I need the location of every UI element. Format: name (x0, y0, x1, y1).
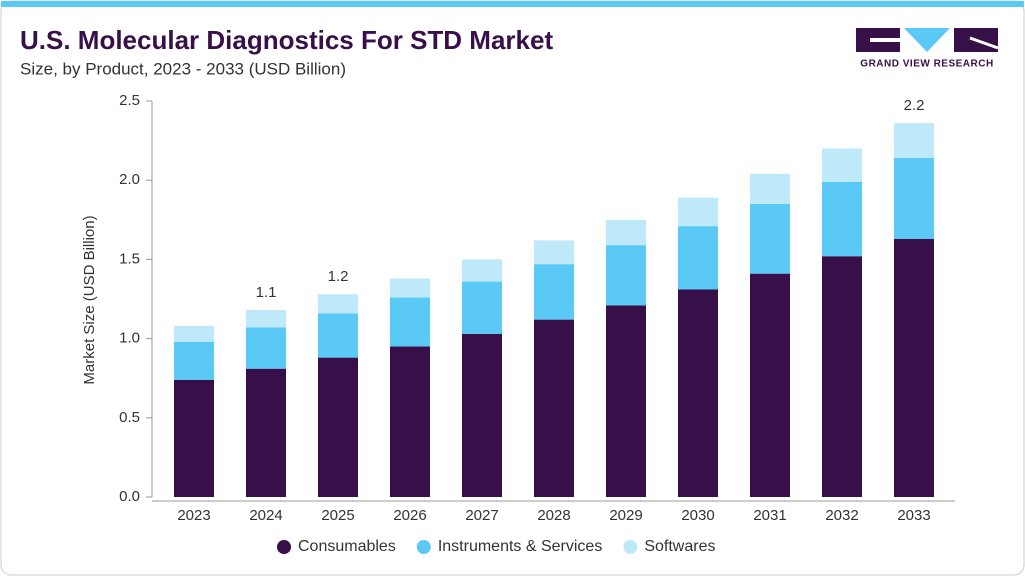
bar-segment (390, 346, 430, 497)
bar-segment (750, 203, 790, 274)
bar-segment (534, 319, 574, 497)
x-tick-label: 2028 (537, 507, 570, 524)
chart-title: U.S. Molecular Diagnostics For STD Marke… (20, 25, 553, 55)
total-label: 1.1 (256, 284, 277, 301)
x-tick-label: 2030 (681, 507, 714, 524)
bar-segment (750, 173, 790, 204)
y-tick-label: 2.0 (119, 171, 140, 188)
chart-subtitle: Size, by Product, 2023 - 2033 (USD Billi… (20, 59, 346, 78)
x-tick-label: 2024 (249, 507, 282, 524)
total-label: 2.2 (904, 97, 925, 114)
bar-segment (606, 219, 646, 246)
bar-segment (534, 240, 574, 265)
total-label: 1.2 (328, 268, 349, 285)
legend-label: Consumables (298, 538, 396, 555)
bar-segment (750, 273, 790, 497)
x-tick-label: 2029 (609, 507, 642, 524)
x-tick-label: 2033 (897, 507, 930, 524)
bar-segment (174, 325, 214, 342)
y-axis-label: Market Size (USD Billion) (81, 215, 98, 384)
bar-segment (894, 238, 934, 498)
bar-segment (246, 368, 286, 497)
bar-segment (894, 158, 934, 239)
bar-segment (246, 327, 286, 369)
bar-segment (678, 226, 718, 290)
bar-segment (534, 264, 574, 320)
bar-segment (678, 289, 718, 497)
legend-label: Instruments & Services (438, 538, 603, 555)
x-tick-label: 2031 (753, 507, 786, 524)
bar-segment (822, 181, 862, 257)
bar-segment (246, 310, 286, 328)
x-tick-label: 2025 (321, 507, 354, 524)
bar-segment (462, 333, 502, 497)
bar-segment (318, 357, 358, 497)
legend-swatch (277, 540, 291, 554)
bar-segment (606, 305, 646, 497)
bar-segment (462, 259, 502, 282)
bar-segment (174, 341, 214, 380)
y-tick-label: 0.0 (119, 488, 140, 505)
x-tick-label: 2027 (465, 507, 498, 524)
bar-segment (894, 123, 934, 159)
bar-segment (822, 148, 862, 182)
bar-segment (174, 379, 214, 497)
x-tick-label: 2023 (177, 507, 210, 524)
y-tick-label: 2.5 (119, 92, 140, 109)
y-tick-label: 1.0 (119, 330, 140, 347)
legend-swatch (623, 540, 638, 554)
brand: GRAND VIEW RESEARCH (860, 59, 993, 70)
bar-segment (462, 281, 502, 334)
top-strip (1, 1, 1024, 7)
bar-segment (606, 245, 646, 306)
legend-swatch (416, 540, 431, 554)
y-tick-label: 0.5 (119, 409, 140, 426)
x-tick-label: 2032 (825, 507, 858, 524)
x-tick-label: 2026 (393, 507, 426, 524)
logo (856, 28, 999, 52)
bar-segment (390, 278, 430, 298)
bar-segment (318, 294, 358, 314)
legend-label: Softwares (644, 538, 715, 555)
bar-segment (318, 313, 358, 358)
bar-segment (390, 297, 430, 347)
bar-segment (822, 256, 862, 497)
bar-segment (678, 197, 718, 227)
y-tick-label: 1.5 (119, 250, 140, 267)
